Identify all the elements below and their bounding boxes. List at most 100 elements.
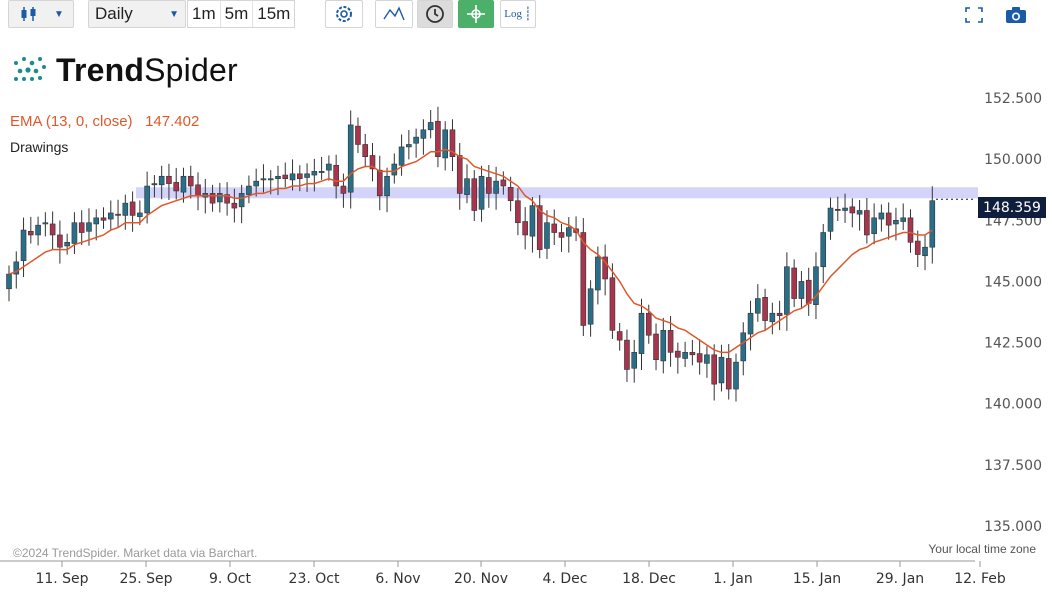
- candle-up: [260, 178, 267, 181]
- x-tick-label: 18. Dec: [622, 571, 676, 587]
- candle-down: [580, 232, 587, 326]
- candle-down: [805, 279, 812, 304]
- candle-down: [78, 222, 85, 233]
- candle-up: [769, 312, 776, 323]
- candle-down: [885, 212, 892, 226]
- candle-down: [864, 210, 870, 236]
- candle-down: [515, 200, 521, 224]
- candle-down: [486, 177, 492, 194]
- interval-15m[interactable]: 15m: [257, 4, 291, 23]
- candle-up: [529, 205, 536, 237]
- chevron-down-icon: ▼: [54, 8, 64, 20]
- y-tick-label: 137.500: [984, 458, 1042, 474]
- candle-up: [217, 193, 223, 203]
- candle-up: [246, 185, 252, 195]
- last-price-badge: 148.359: [978, 197, 1046, 218]
- candle-up: [544, 222, 550, 249]
- candle-up: [784, 266, 790, 315]
- candle-up: [158, 175, 165, 186]
- y-tick-label: 135.000: [984, 519, 1042, 535]
- ema-line: [8, 148, 933, 354]
- log-scale-button[interactable]: Log ┊: [500, 0, 536, 28]
- chart-type-selector[interactable]: ▼: [8, 0, 74, 28]
- drawing-tool-button[interactable]: [375, 0, 413, 28]
- candle-down: [449, 129, 456, 157]
- candle-up: [13, 261, 20, 275]
- candle-down: [507, 186, 514, 202]
- candle-down: [776, 312, 783, 316]
- brand-name-bold: Trend: [56, 51, 145, 88]
- ema-legend-value: 147.402: [145, 113, 200, 130]
- candle-up: [704, 354, 710, 364]
- candle-down: [369, 155, 376, 170]
- trendspider-logo: TrendSpider: [10, 50, 238, 90]
- fullscreen-button[interactable]: [964, 6, 984, 29]
- resistance-zone: [136, 187, 978, 199]
- interval-5m[interactable]: 5m: [221, 1, 254, 27]
- candle-up: [420, 129, 427, 139]
- x-tick-label: 1. Jan: [713, 571, 752, 587]
- timeframe-selector[interactable]: Daily ▼: [88, 0, 186, 28]
- fullscreen-icon: [965, 7, 983, 23]
- candle-down: [849, 206, 856, 214]
- candle-up: [878, 212, 885, 220]
- interval-group: 1m 5m 15m: [187, 0, 296, 28]
- candle-up: [93, 217, 100, 225]
- candle-up: [347, 124, 354, 193]
- clock-button[interactable]: [417, 0, 453, 28]
- candle-down: [456, 155, 463, 194]
- candle-up: [6, 273, 12, 290]
- candle-up: [413, 136, 419, 144]
- candle-up: [42, 222, 49, 225]
- candle-down: [173, 182, 180, 192]
- x-tick-label: 11. Sep: [35, 571, 88, 587]
- candle-up: [86, 222, 92, 232]
- settings-button[interactable]: [325, 0, 363, 28]
- candle-up: [900, 217, 907, 222]
- candle-up: [565, 227, 572, 237]
- interval-1m[interactable]: 1m: [188, 1, 221, 27]
- ema-legend[interactable]: EMA (13, 0, close) 147.402: [10, 113, 199, 130]
- candle-down: [762, 297, 768, 321]
- candle-up: [929, 200, 936, 248]
- snapshot-button[interactable]: [1005, 6, 1027, 29]
- candle-up: [842, 207, 848, 211]
- candle-up: [304, 173, 310, 178]
- candle-up: [406, 144, 412, 148]
- y-tick-label: 152.500: [984, 91, 1042, 107]
- candle-down: [907, 217, 914, 243]
- candle-up: [871, 217, 877, 235]
- candle-down: [616, 331, 623, 341]
- drawings-legend[interactable]: Drawings: [10, 139, 69, 155]
- x-tick-label: 25. Sep: [119, 571, 172, 587]
- candle-up: [893, 219, 899, 225]
- candle-up: [35, 224, 41, 236]
- candle-down: [558, 232, 565, 238]
- candle-up: [384, 175, 390, 197]
- x-tick-label: 20. Nov: [454, 571, 508, 587]
- candle-down: [100, 217, 107, 221]
- x-tick-label: 6. Nov: [375, 571, 420, 587]
- candle-up: [740, 332, 747, 362]
- timezone-selector[interactable]: Your local time zone: [928, 542, 1036, 556]
- toolbar: ▼ Daily ▼ 1m 5m 15m Log ┊: [0, 0, 1052, 30]
- candle-up: [151, 183, 158, 186]
- candle-up: [718, 356, 725, 384]
- candle-down: [653, 333, 659, 360]
- candle-down: [28, 230, 34, 236]
- candle-up: [442, 129, 449, 159]
- candle-up: [631, 352, 638, 369]
- candle-down: [500, 179, 507, 187]
- crosshair-button[interactable]: [458, 0, 494, 28]
- candle-up: [311, 171, 318, 176]
- candle-up: [289, 173, 296, 181]
- candle-up: [107, 212, 114, 220]
- candle-up: [253, 180, 259, 187]
- y-tick-label: 150.000: [984, 152, 1042, 168]
- candle-up: [856, 210, 863, 215]
- camera-icon: [1006, 7, 1026, 23]
- candle-up: [922, 246, 928, 257]
- candle-up: [464, 178, 470, 195]
- candle-down: [602, 256, 608, 280]
